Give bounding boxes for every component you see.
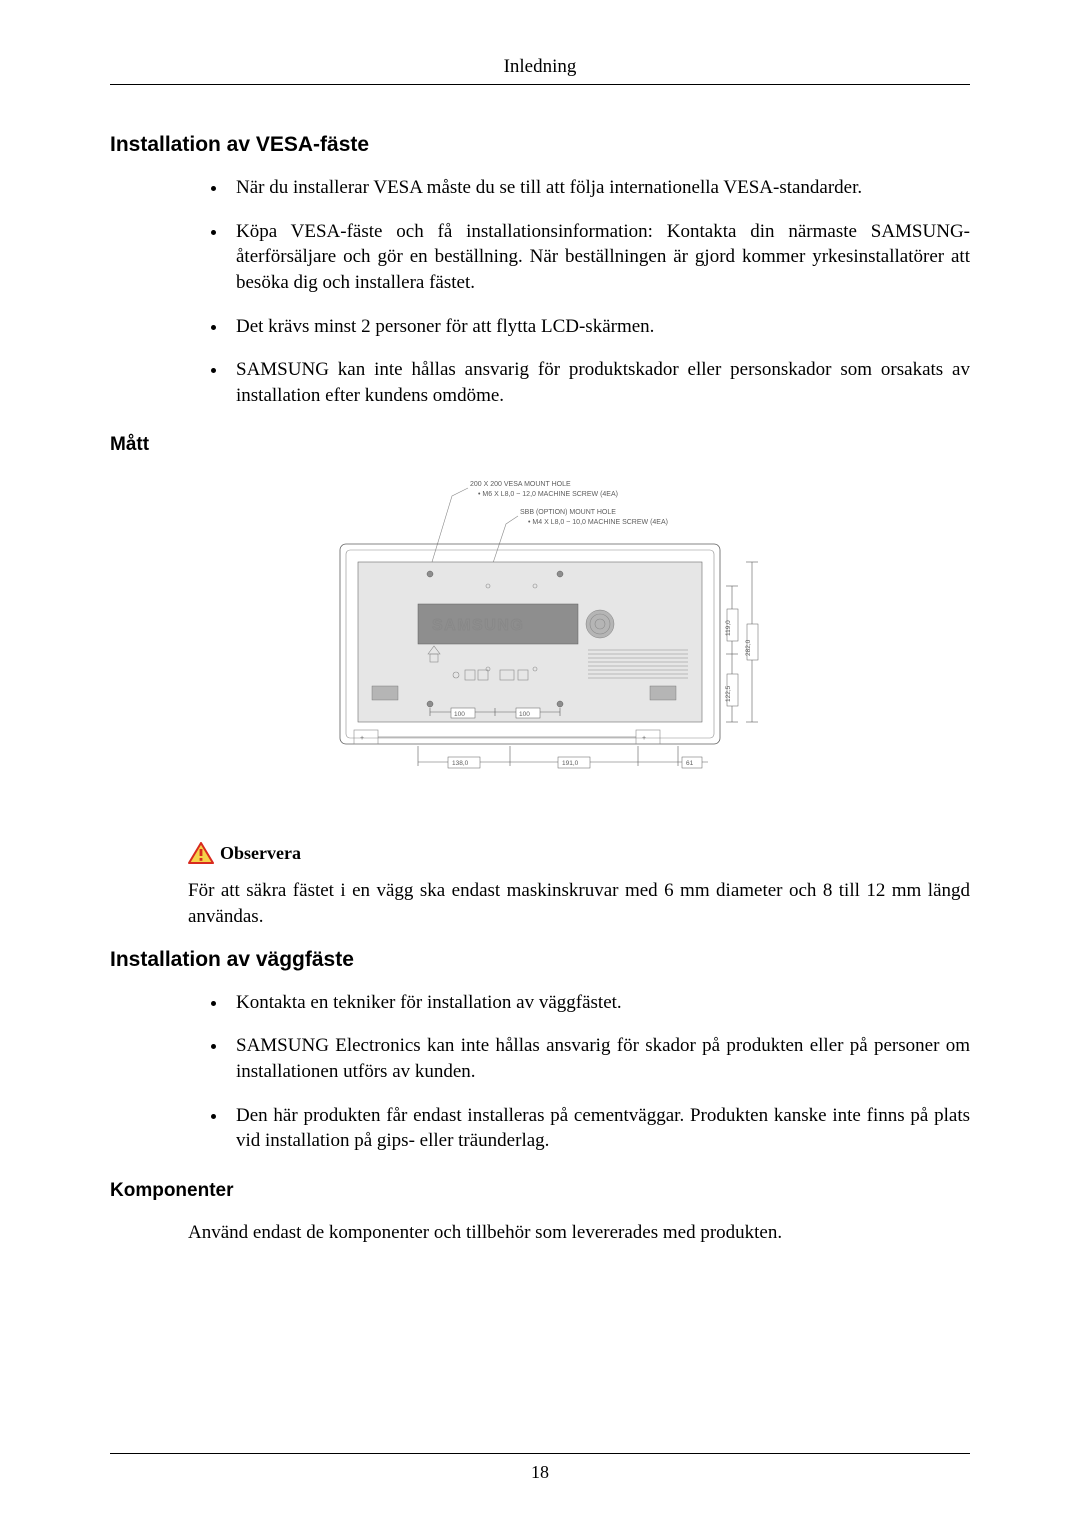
- diagram-dimension: 122,5: [725, 686, 732, 703]
- list-item: SAMSUNG kan inte hållas ansvarig för pro…: [228, 357, 970, 408]
- list-item: SAMSUNG Electronics kan inte hållas ansv…: [228, 1033, 970, 1084]
- list-item: Kontakta en tekniker för installation av…: [228, 990, 970, 1016]
- diagram-label: • M6 X L8,0 ~ 12,0 MACHINE SCREW (4EA): [478, 491, 618, 498]
- list-item: Den här produkten får endast installeras…: [228, 1103, 970, 1154]
- page-header-title: Inledning: [110, 56, 970, 78]
- vesa-diagram-svg: 200 X 200 VESA MOUNT HOLE • M6 X L8,0 ~ …: [300, 474, 780, 794]
- diagram-dimension: 119,0: [725, 620, 732, 636]
- heading-wall-mount: Installation av väggfäste: [110, 948, 970, 972]
- list-item: Det krävs minst 2 personer för att flytt…: [228, 314, 970, 340]
- diagram-dimension: 61: [686, 760, 694, 767]
- dimensions-diagram: 200 X 200 VESA MOUNT HOLE • M6 X L8,0 ~ …: [110, 474, 970, 794]
- observe-text: För att säkra fästet i en vägg ska endas…: [188, 878, 970, 929]
- list-item: När du installerar VESA måste du se till…: [228, 175, 970, 201]
- page-number: 18: [110, 1462, 970, 1483]
- footer-rule: [110, 1453, 970, 1454]
- heading-vesa-install: Installation av VESA-fäste: [110, 133, 970, 157]
- plus-icon: +: [642, 735, 646, 742]
- diagram-dimension: 282,0: [745, 640, 752, 657]
- header-rule: [110, 84, 970, 85]
- wall-mount-bullet-list: Kontakta en tekniker för installation av…: [110, 990, 970, 1154]
- list-item: Köpa VESA-fäste och få installationsinfo…: [228, 219, 970, 296]
- plus-icon: +: [360, 735, 364, 742]
- components-text: Använd endast de komponenter och tillbeh…: [188, 1220, 970, 1246]
- diagram-label: 200 X 200 VESA MOUNT HOLE: [470, 481, 571, 488]
- heading-dimensions: Mått: [110, 434, 970, 456]
- diagram-dimension: 138,0: [452, 760, 469, 767]
- warning-icon: [188, 842, 214, 864]
- diagram-dimension: 100: [519, 711, 530, 718]
- vesa-bullet-list: När du installerar VESA måste du se till…: [110, 175, 970, 408]
- observe-label: Observera: [220, 843, 301, 864]
- diagram-dimension: 191,0: [562, 760, 579, 767]
- diagram-label: • M4 X L8,0 ~ 10,0 MACHINE SCREW (4EA): [528, 519, 668, 526]
- heading-components: Komponenter: [110, 1180, 970, 1202]
- diagram-logo-text: SAMSUNG: [432, 617, 524, 634]
- diagram-label: SBB (OPTION) MOUNT HOLE: [520, 509, 616, 516]
- diagram-dimension: 100: [454, 711, 465, 718]
